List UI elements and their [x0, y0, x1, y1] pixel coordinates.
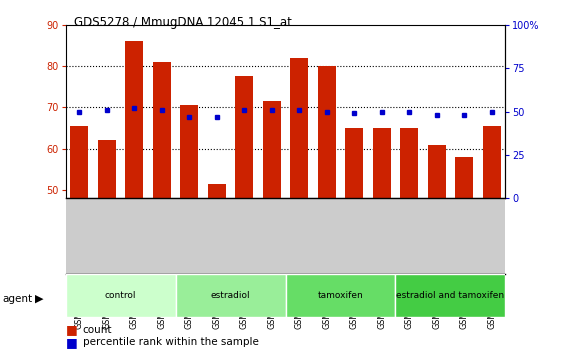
Bar [286, 274, 395, 317]
Bar [400, 128, 418, 198]
Bar [235, 76, 253, 198]
Bar [180, 105, 198, 198]
Text: GDS5278 / MmugDNA.12045.1.S1_at: GDS5278 / MmugDNA.12045.1.S1_at [74, 16, 292, 29]
Text: ▶: ▶ [35, 294, 44, 304]
Bar [263, 101, 281, 198]
Text: tamoxifen: tamoxifen [317, 291, 363, 300]
Bar [208, 184, 226, 198]
Text: percentile rank within the sample: percentile rank within the sample [83, 337, 259, 347]
Bar [153, 62, 171, 198]
Bar [70, 126, 89, 198]
Bar [126, 41, 143, 198]
Text: count: count [83, 325, 112, 335]
Bar [428, 144, 445, 198]
Text: agent: agent [3, 294, 33, 304]
Text: estradiol: estradiol [211, 291, 250, 300]
Bar [176, 274, 286, 317]
Text: control: control [105, 291, 136, 300]
Bar [290, 58, 308, 198]
Bar [345, 128, 363, 198]
Text: ■: ■ [66, 336, 78, 349]
Bar [98, 141, 116, 198]
Bar [395, 274, 505, 317]
Bar [455, 157, 473, 198]
Text: estradiol and tamoxifen: estradiol and tamoxifen [396, 291, 504, 300]
Bar [482, 126, 501, 198]
Bar [66, 274, 176, 317]
Bar [373, 128, 391, 198]
Bar [318, 66, 336, 198]
Text: ■: ■ [66, 324, 78, 336]
